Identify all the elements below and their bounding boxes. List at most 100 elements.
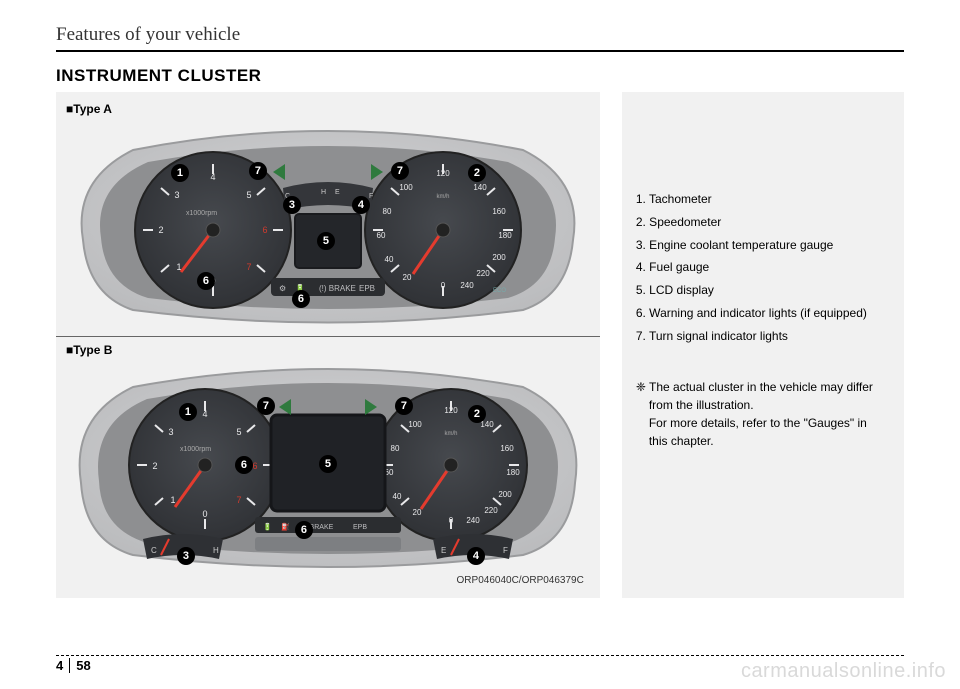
callout-b7b: 7 [395,397,413,415]
callout-b3: 3 [177,547,195,565]
svg-text:E: E [335,189,340,196]
svg-text:240: 240 [460,281,474,290]
legend-1: 1. Tachometer [636,188,890,211]
callout-5: 5 [317,232,335,250]
legend-4: 4. Fuel gauge [636,256,890,279]
svg-text:100: 100 [399,183,413,192]
svg-text:160: 160 [492,207,506,216]
callout-b6b: 6 [295,521,313,539]
svg-text:4: 4 [202,409,207,419]
svg-text:E: E [441,546,446,555]
header-rule [56,50,904,52]
svg-text:F: F [369,193,373,200]
svg-text:0: 0 [202,509,207,519]
svg-text:20: 20 [412,508,421,517]
svg-text:60: 60 [376,231,385,240]
callout-b7a: 7 [257,397,275,415]
svg-text:160: 160 [500,444,514,453]
svg-text:(!) BRAKE: (!) BRAKE [319,284,356,293]
figure-panel: ■Type A [56,92,600,598]
callout-6a: 6 [197,272,215,290]
svg-text:6: 6 [252,461,257,471]
svg-text:220: 220 [484,506,498,515]
svg-text:🔋: 🔋 [263,522,272,531]
callout-b4: 4 [467,547,485,565]
legend-7: 7. Turn signal indicator lights [636,325,890,348]
svg-text:180: 180 [506,468,520,477]
svg-text:F: F [503,546,508,555]
legend-6: 6. Warning and indicator lights (if equi… [636,302,890,325]
svg-text:7: 7 [236,495,241,505]
svg-text:180: 180 [498,231,512,240]
note-line3: For more details, refer to the "Gauges" … [636,414,890,432]
legend-panel: 1. Tachometer 2. Speedometer 3. Engine c… [622,92,904,598]
note-line2: from the illustration. [636,396,890,414]
callout-6b: 6 [292,290,310,308]
svg-text:200: 200 [492,253,506,262]
type-b-label: ■Type B [66,343,590,357]
svg-text:EPB: EPB [359,284,375,293]
svg-text:20: 20 [402,273,411,282]
callout-b2: 2 [468,405,486,423]
svg-text:1: 1 [170,495,175,505]
legend-2: 2. Speedometer [636,211,890,234]
svg-text:⛽: ⛽ [281,522,290,531]
figure-divider [56,336,600,337]
footer-page: 58 [69,658,90,673]
callout-b1: 1 [179,403,197,421]
svg-text:40: 40 [384,255,393,264]
svg-text:x1000rpm: x1000rpm [186,210,217,217]
page-header: Features of your vehicle [56,24,904,50]
svg-text:C: C [151,546,157,555]
cluster-type-b: 4 3 2 1 0 5 6 7 x1000rpm [73,361,583,571]
footer-rule [56,655,904,656]
svg-text:80: 80 [382,207,391,216]
legend-5: 5. LCD display [636,279,890,302]
legend-3: 3. Engine coolant temperature gauge [636,234,890,257]
watermark: carmanualsonline.info [741,660,946,683]
svg-text:140: 140 [480,420,494,429]
footer-chapter: 4 [56,658,63,673]
svg-text:0: 0 [449,516,454,525]
callout-3: 3 [283,196,301,214]
image-code: ORP046040C/ORP046379C [66,575,590,586]
callout-b6a: 6 [235,456,253,474]
svg-text:H: H [213,546,219,555]
svg-text:120: 120 [444,406,458,415]
svg-text:0: 0 [441,281,446,290]
svg-text:4: 4 [210,172,215,182]
svg-text:6: 6 [262,225,267,235]
note-line1: ❈ The actual cluster in the vehicle may … [636,380,873,394]
svg-text:x1000rpm: x1000rpm [180,446,211,453]
svg-text:2: 2 [158,225,163,235]
callout-1: 1 [171,164,189,182]
svg-text:40: 40 [392,492,401,501]
svg-text:220: 220 [476,269,490,278]
svg-text:H: H [321,189,326,196]
svg-text:⚙: ⚙ [279,284,286,293]
callout-7a: 7 [249,162,267,180]
callout-2: 2 [468,164,486,182]
svg-text:EPB: EPB [353,524,367,531]
svg-text:5: 5 [246,190,251,200]
svg-text:120: 120 [436,169,450,178]
callout-7b: 7 [391,162,409,180]
callout-4: 4 [352,196,370,214]
svg-text:3: 3 [168,427,173,437]
cluster-type-a: 4 3 2 1 0 5 6 7 x1000rpm [73,120,583,330]
section-title: INSTRUMENT CLUSTER [56,66,904,86]
svg-text:140: 140 [473,183,487,192]
svg-text:km/h: km/h [436,194,449,200]
svg-text:km/h: km/h [444,431,457,437]
svg-text:240: 240 [466,516,480,525]
svg-text:2: 2 [152,461,157,471]
svg-text:ECO: ECO [493,288,506,294]
callout-b5: 5 [319,455,337,473]
svg-text:100: 100 [408,420,422,429]
legend-note: ❈ The actual cluster in the vehicle may … [636,378,890,450]
svg-text:3: 3 [174,190,179,200]
svg-text:200: 200 [498,490,512,499]
svg-text:5: 5 [236,427,241,437]
svg-text:80: 80 [390,444,399,453]
svg-text:7: 7 [246,262,251,272]
